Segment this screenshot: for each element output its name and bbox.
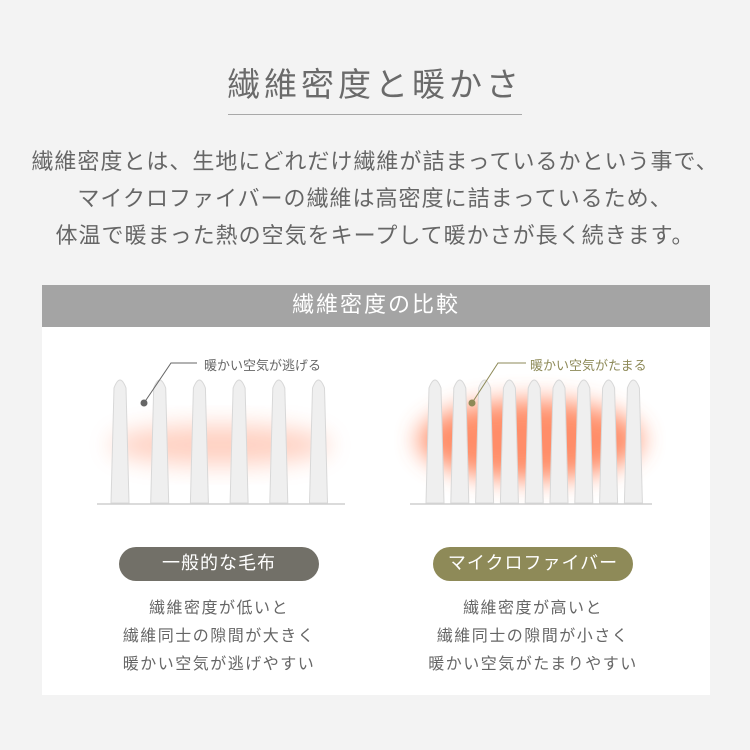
fiber-left — [229, 379, 249, 504]
comparison-panel: 繊維密度の比較 暖かい空気が逃げる 暖かい空気がたまる 一般的な毛布 マイクロフ… — [42, 285, 710, 695]
fiber-left — [269, 379, 289, 504]
callout-dot-right — [468, 399, 476, 407]
page-title: 繊維密度と暖かさ — [227, 65, 523, 104]
fiber-left — [189, 379, 209, 504]
intro-line: マイクロファイバーの繊維は高密度に詰まっているため、 — [77, 187, 673, 212]
warm-air-glow-left — [110, 425, 330, 465]
comparison-heading: 繊維密度の比較 — [42, 285, 710, 327]
desc-line: 暖かい空気が逃げやすい — [122, 654, 316, 673]
fiber-diagram — [97, 362, 652, 505]
desc-line: 繊維密度が高いと — [462, 598, 603, 617]
fiber-right — [499, 379, 519, 504]
callout-dot-left — [140, 399, 148, 407]
fiber-right — [599, 379, 619, 504]
fiber-left — [150, 379, 170, 504]
callout-left: 暖かい空気が逃げる — [204, 359, 322, 374]
callout-leader-right — [471, 362, 526, 404]
fiber-right — [574, 379, 594, 504]
desc-line: 暖かい空気がたまりやすい — [428, 654, 638, 673]
title-divider — [228, 114, 522, 115]
intro-line: 繊維密度とは、生地にどれだけ繊維が詰まっているかという事で、 — [31, 150, 719, 175]
callout-leader-left — [143, 362, 197, 404]
fiber-left — [308, 379, 329, 504]
fiber-right — [623, 379, 643, 504]
fiber-right — [425, 379, 445, 504]
fiber-right — [475, 379, 495, 504]
desc-right: 繊維密度が高いと 繊維同士の隙間が小さく 暖かい空気がたまりやすい — [383, 594, 683, 678]
fiber-right — [450, 379, 470, 504]
intro-text: 繊維密度とは、生地にどれだけ繊維が詰まっているかという事で、 マイクロファイバー… — [0, 144, 750, 255]
desc-line: 繊維同士の隙間が小さく — [436, 626, 630, 645]
label-regular-blanket: 一般的な毛布 — [119, 547, 319, 581]
fiber-right — [524, 379, 544, 504]
desc-left: 繊維密度が低いと 繊維同士の隙間が大きく 暖かい空気が逃げやすい — [69, 594, 369, 678]
intro-line: 体温で暖まった熱の空気をキープして暖かさが長く続きます。 — [55, 224, 695, 249]
callout-right: 暖かい空気がたまる — [530, 359, 647, 374]
desc-line: 繊維同士の隙間が大きく — [122, 626, 316, 645]
desc-line: 繊維密度が低いと — [148, 598, 289, 617]
label-microfiber: マイクロファイバー — [433, 547, 633, 581]
fiber-right — [549, 379, 569, 504]
fiber-left — [110, 379, 130, 504]
